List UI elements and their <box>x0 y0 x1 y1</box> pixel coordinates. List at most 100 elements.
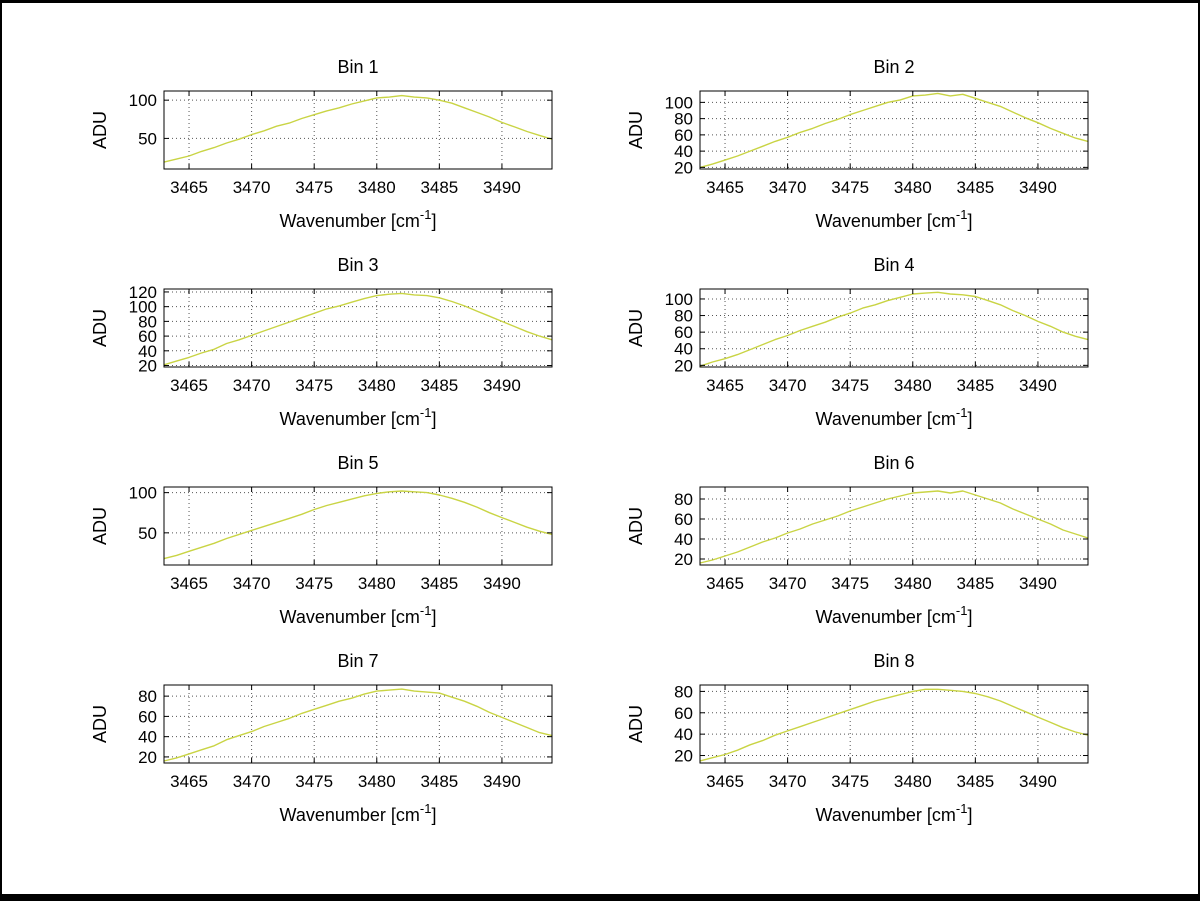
axes-box <box>699 486 1089 566</box>
x-tick-label: 3485 <box>420 574 458 593</box>
subplot-bin-6: 3465 3470 3475 3480 3485 3490 20 40 60 80 Bin 6 ADU… <box>590 439 1150 637</box>
x-axis-label: Wavenumber [cm-1] <box>280 405 437 429</box>
spectrum-line <box>163 292 553 366</box>
y-axis-label: ADU <box>626 111 646 149</box>
x-tick-label: 3475 <box>831 574 869 593</box>
x-tick-label: 3485 <box>420 772 458 791</box>
x-axis-label: Wavenumber [cm-1] <box>280 207 437 231</box>
plot-title: Bin 2 <box>873 57 914 77</box>
spectrum-line <box>163 94 553 163</box>
y-tick-label: 80 <box>674 307 693 326</box>
plot-area: 3465 3470 3475 3480 3485 3490 20 40 60 80 Bin 8 ADU… <box>626 651 1089 825</box>
x-tick-label: 3475 <box>295 772 333 791</box>
x-tick-label: 3475 <box>831 178 869 197</box>
y-tick-label: 20 <box>674 550 693 569</box>
y-tick-label: 80 <box>674 490 693 509</box>
subplot-bin-2: 3465 3470 3475 3480 3485 3490 20 40 60 80 100 Bin 2… <box>590 43 1150 241</box>
y-tick-label: 100 <box>129 484 157 503</box>
y-tick-label: 60 <box>674 704 693 723</box>
x-tick-label: 3470 <box>233 574 271 593</box>
axes-box <box>699 684 1089 764</box>
y-axis-label: ADU <box>90 309 110 347</box>
y-tick-label: 40 <box>674 530 693 549</box>
spectrum-line <box>699 490 1089 564</box>
x-tick-label: 3475 <box>831 772 869 791</box>
plot-area: 3465 3470 3475 3480 3485 3490 50 100 Bin 1 ADU Wav… <box>90 57 553 231</box>
x-tick-label: 3475 <box>295 178 333 197</box>
x-tick-label: 3465 <box>170 772 208 791</box>
x-axis-label: Wavenumber [cm-1] <box>816 207 973 231</box>
x-tick-label: 3480 <box>894 178 932 197</box>
x-tick-label: 3485 <box>420 376 458 395</box>
y-tick-label: 60 <box>674 510 693 529</box>
x-tick-label: 3490 <box>1019 574 1057 593</box>
x-tick-label: 3465 <box>170 376 208 395</box>
y-tick-label: 20 <box>138 748 157 767</box>
y-tick-label: 40 <box>138 342 157 361</box>
x-tick-label: 3490 <box>483 178 521 197</box>
x-tick-label: 3470 <box>233 178 271 197</box>
spectrum-line <box>699 92 1089 169</box>
x-tick-label: 3480 <box>358 772 396 791</box>
x-tick-label: 3485 <box>420 178 458 197</box>
x-tick-label: 3480 <box>358 574 396 593</box>
x-axis-label: Wavenumber [cm-1] <box>816 801 973 825</box>
x-tick-label: 3470 <box>769 178 807 197</box>
axes-box <box>163 486 553 566</box>
spectrum-line <box>163 688 553 762</box>
x-tick-label: 3480 <box>358 178 396 197</box>
x-tick-label: 3485 <box>956 376 994 395</box>
subplot-bin-3: 3465 3470 3475 3480 3485 3490 20 40 60 80 100 120 Bi… <box>54 241 614 439</box>
subplot-bin-5: 3465 3470 3475 3480 3485 3490 50 100 Bin 5 ADU Wav… <box>54 439 614 637</box>
x-axis-label: Wavenumber [cm-1] <box>816 603 973 627</box>
x-tick-label: 3485 <box>956 772 994 791</box>
spectrum-line <box>699 291 1089 367</box>
y-tick-label: 120 <box>129 283 157 302</box>
x-tick-label: 3470 <box>769 574 807 593</box>
plot-area: 3465 3470 3475 3480 3485 3490 50 100 Bin 5 ADU Wav… <box>90 453 553 627</box>
x-tick-label: 3475 <box>295 574 333 593</box>
y-tick-label: 100 <box>129 91 157 110</box>
y-tick-label: 40 <box>674 142 693 161</box>
axes-box <box>699 90 1089 170</box>
y-tick-label: 60 <box>138 327 157 346</box>
x-tick-label: 3480 <box>894 772 932 791</box>
subplot-bin-8: 3465 3470 3475 3480 3485 3490 20 40 60 80 Bin 8 ADU… <box>590 637 1150 835</box>
x-axis-label: Wavenumber [cm-1] <box>816 405 973 429</box>
subplot-bin-4: 3465 3470 3475 3480 3485 3490 20 40 60 80 100 Bin 4… <box>590 241 1150 439</box>
axes-box <box>699 288 1089 368</box>
axes-box <box>163 684 553 764</box>
x-tick-label: 3470 <box>769 772 807 791</box>
x-tick-label: 3485 <box>956 574 994 593</box>
y-tick-label: 40 <box>674 340 693 359</box>
plot-title: Bin 6 <box>873 453 914 473</box>
y-tick-label: 50 <box>138 129 157 148</box>
y-tick-label: 100 <box>129 298 157 317</box>
spectrum-line <box>699 688 1089 762</box>
axes-box <box>163 288 553 368</box>
plot-title: Bin 3 <box>337 255 378 275</box>
plot-title: Bin 5 <box>337 453 378 473</box>
x-tick-label: 3465 <box>170 574 208 593</box>
y-tick-label: 80 <box>674 682 693 701</box>
y-tick-label: 100 <box>665 93 693 112</box>
y-tick-label: 60 <box>138 707 157 726</box>
y-tick-label: 20 <box>138 357 157 376</box>
subplot-bin-1: 3465 3470 3475 3480 3485 3490 50 100 Bin 1 ADU Wav… <box>54 43 614 241</box>
y-tick-label: 80 <box>138 312 157 331</box>
x-tick-label: 3485 <box>956 178 994 197</box>
x-tick-label: 3480 <box>894 574 932 593</box>
x-tick-label: 3465 <box>170 178 208 197</box>
y-tick-label: 80 <box>674 110 693 129</box>
y-tick-label: 100 <box>665 290 693 309</box>
y-axis-label: ADU <box>626 309 646 347</box>
y-tick-label: 50 <box>138 524 157 543</box>
y-axis-label: ADU <box>90 705 110 743</box>
plot-title: Bin 7 <box>337 651 378 671</box>
x-tick-label: 3480 <box>894 376 932 395</box>
x-tick-label: 3475 <box>831 376 869 395</box>
y-axis-label: ADU <box>90 111 110 149</box>
y-tick-label: 20 <box>674 158 693 177</box>
x-tick-label: 3465 <box>706 772 744 791</box>
